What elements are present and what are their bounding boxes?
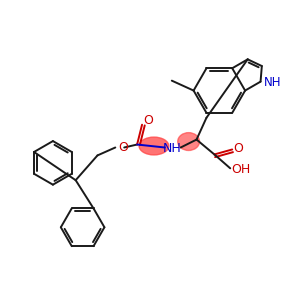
Ellipse shape (178, 133, 200, 151)
Ellipse shape (139, 137, 169, 155)
Text: O: O (233, 142, 243, 155)
Text: O: O (143, 114, 153, 127)
Text: OH: OH (231, 163, 250, 176)
Text: O: O (118, 141, 128, 154)
Text: NH: NH (163, 142, 182, 155)
Text: NH: NH (263, 76, 281, 89)
